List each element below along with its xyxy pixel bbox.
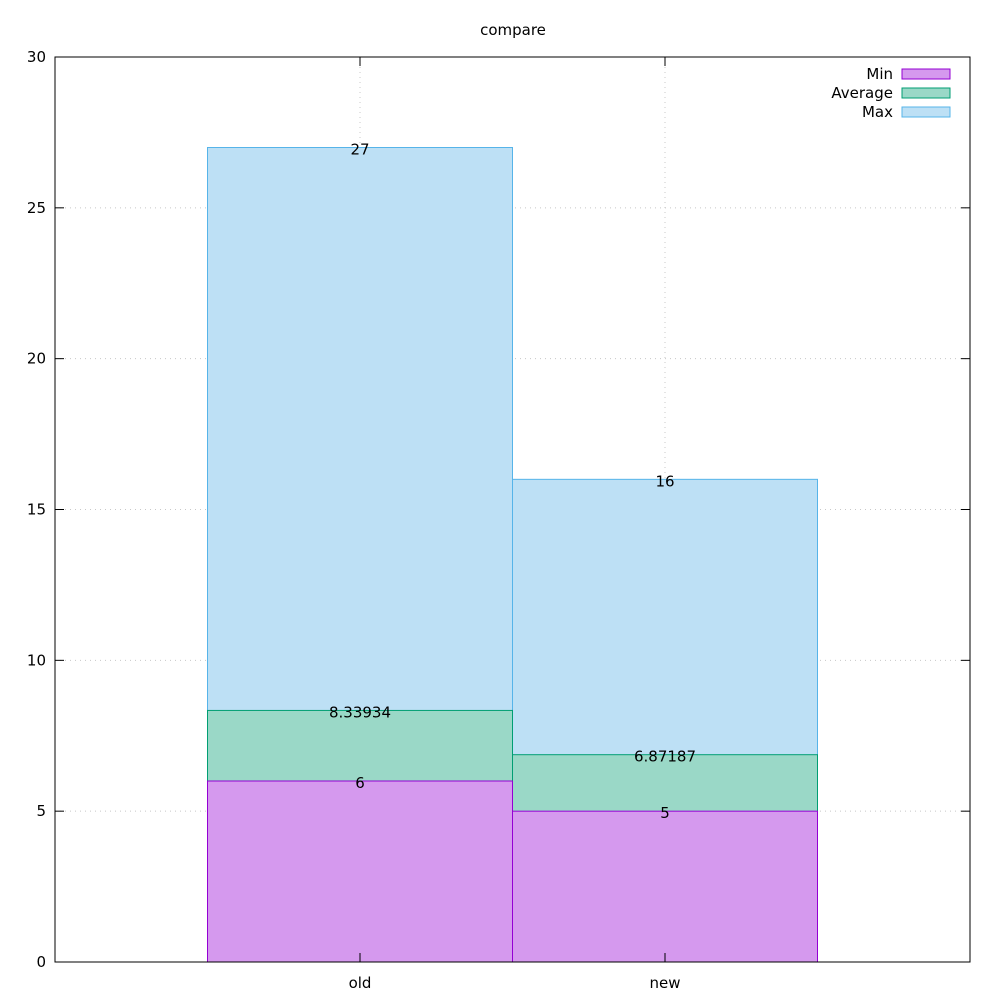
data-label-average: 8.33934 [329, 703, 391, 721]
legend-swatch-average [901, 87, 951, 99]
legend-label-min: Min [866, 65, 893, 83]
data-label-max: 16 [655, 472, 674, 490]
y-tick-label: 15 [27, 501, 46, 519]
data-label-max: 27 [350, 141, 369, 159]
data-label-average: 6.87187 [634, 748, 696, 766]
chart-title: compare [480, 21, 546, 39]
y-tick-label: 30 [27, 48, 46, 66]
bars [207, 147, 818, 963]
bar-min-old [207, 780, 513, 963]
legend-label-average: Average [831, 84, 893, 102]
legend-swatch-min [901, 68, 951, 80]
x-tick-label: old [349, 974, 372, 992]
axes: 0 5 10 15 20 25 30 old new [27, 48, 970, 992]
data-label-min: 6 [355, 774, 365, 792]
y-tick-label: 10 [27, 651, 46, 669]
y-tick-label: 20 [27, 350, 46, 368]
y-tick-label: 0 [36, 953, 46, 971]
data-label-min: 5 [660, 804, 670, 822]
y-tick-label: 5 [36, 802, 46, 820]
bar-labels: 27 16 8.33934 6.87187 6 5 [329, 141, 696, 823]
x-tick-label: new [649, 974, 680, 992]
y-tick-label: 25 [27, 199, 46, 217]
legend-label-max: Max [862, 103, 893, 121]
bar-min-new [512, 810, 818, 963]
legend-swatch-max [901, 106, 951, 118]
